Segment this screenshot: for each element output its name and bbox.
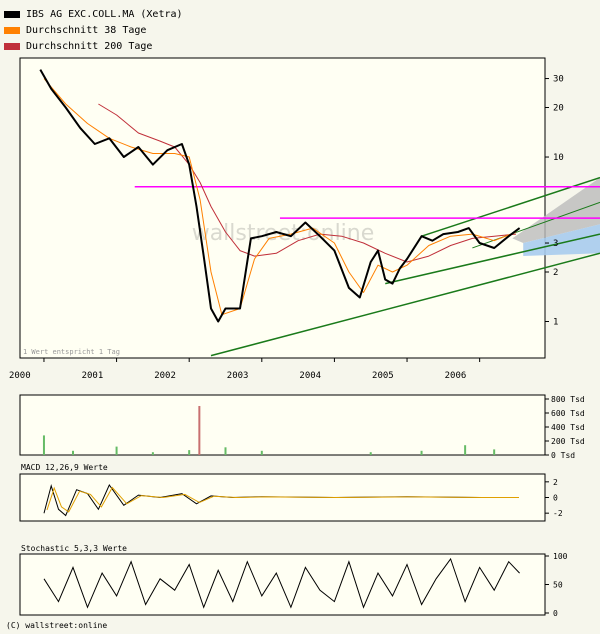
price-line [39, 69, 521, 323]
stochastic-line [43, 557, 520, 609]
x-tick-label: 2003 [227, 371, 249, 381]
y-tick-label-main: 20 [553, 104, 564, 114]
trendline-long [210, 252, 600, 357]
legend-item-price: IBS AG EXC.COLL.MA (Xetra) [4, 6, 183, 22]
legend-label-price: IBS AG EXC.COLL.MA (Xetra) [26, 8, 183, 20]
main-note: 1 Wert entspricht 1 Tag [23, 348, 120, 356]
y-tick-label-volume: 800 Tsd [551, 395, 585, 404]
x-tick-label: 2002 [154, 371, 176, 381]
y-tick-label-macd: 2 [553, 478, 558, 487]
y-tick-label-stoch: 0 [553, 609, 558, 618]
y-tick-label-main: 30 [553, 75, 564, 85]
legend-item-ma38: Durchschnitt 38 Tage [4, 22, 183, 38]
legend-swatch-ma38 [4, 26, 20, 34]
legend-item-ma200: Durchschnitt 200 Tage [4, 38, 183, 54]
legend-label-ma200: Durchschnitt 200 Tage [26, 40, 153, 52]
x-tick-label: 2005 [372, 371, 394, 381]
y-tick-label-volume: 200 Tsd [551, 437, 585, 446]
trendline-mid [385, 233, 600, 285]
y-tick-label-volume: 0 Tsd [551, 451, 575, 460]
y-tick-label-stoch: 100 [553, 552, 568, 561]
macd-title: MACD 12,26,9 Werte [21, 463, 108, 472]
y-tick-label-macd: -2 [553, 509, 563, 518]
footer-copyright: (C) wallstreet:online [6, 621, 108, 630]
stoch-panel [19, 553, 546, 616]
y-tick-label-main: 3 [553, 239, 558, 249]
x-tick-label: 2006 [445, 371, 467, 381]
x-tick-label: 2001 [82, 371, 104, 381]
legend-swatch-ma200 [4, 42, 20, 50]
stoch-title: Stochastic 5,3,3 Werte [21, 544, 127, 553]
y-tick-label-volume: 600 Tsd [551, 409, 585, 418]
ma200-line [98, 103, 517, 263]
main-panel [19, 57, 546, 359]
legend-label-ma38: Durchschnitt 38 Tage [26, 24, 147, 36]
x-tick-label: 2004 [299, 371, 321, 381]
y-tick-label-main: 1 [553, 318, 558, 328]
channel-fill-upper [512, 177, 600, 244]
ma38-line [43, 78, 517, 316]
y-tick-label-macd: 0 [553, 494, 558, 503]
x-tick-label: 2000 [9, 371, 31, 381]
y-tick-label-volume: 400 Tsd [551, 423, 585, 432]
volume-panel [19, 394, 546, 456]
y-tick-label-main: 10 [553, 153, 564, 163]
legend-swatch-price [4, 10, 20, 18]
legend: IBS AG EXC.COLL.MA (Xetra) Durchschnitt … [4, 6, 183, 54]
y-tick-label-main: 2 [553, 268, 558, 278]
macd-signal-line [46, 486, 519, 513]
y-tick-label-stoch: 50 [553, 581, 563, 590]
